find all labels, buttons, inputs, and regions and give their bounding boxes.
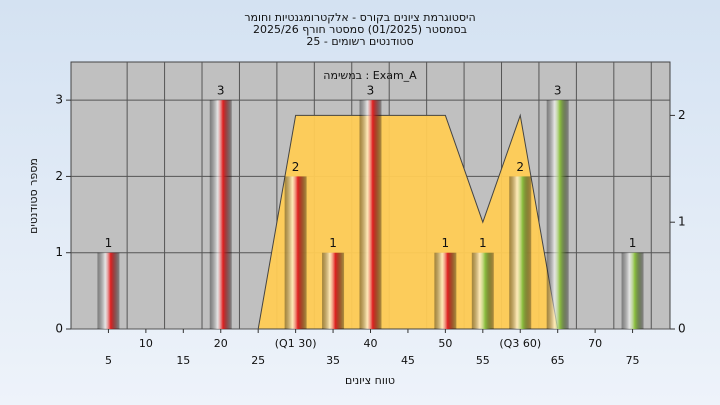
bar — [284, 176, 307, 329]
y-axis-label: מספר סטודנטים — [27, 158, 40, 234]
chart-title: היסטוגרמת ציונים בקורס - אלקטרומגנטיות ו… — [244, 11, 475, 24]
y-tick-label: 1 — [55, 245, 63, 259]
x-tick-label: (Q3 60) — [499, 337, 541, 350]
bar — [509, 176, 532, 329]
bar — [434, 252, 457, 329]
x-tick-label: 35 — [326, 354, 340, 367]
value-label: 1 — [329, 236, 337, 250]
chart-subtitle: סטודנטים רשומים - 25 — [306, 35, 413, 48]
x-tick-label: 20 — [214, 337, 228, 350]
x-tick-label: 55 — [476, 354, 490, 367]
bar — [359, 100, 382, 330]
value-label: 3 — [367, 84, 375, 98]
y2-tick-label: 2 — [678, 108, 686, 122]
value-label: 2 — [516, 160, 524, 174]
bar — [621, 252, 644, 329]
bar — [322, 252, 345, 329]
bar — [97, 252, 120, 329]
y-tick-label: 2 — [55, 169, 63, 183]
x-tick-label: 5 — [105, 354, 112, 367]
y-tick-label: 0 — [55, 322, 63, 336]
annotation: במשימה : Exam_A — [323, 69, 417, 82]
x-tick-label: 75 — [626, 354, 640, 367]
value-label: 2 — [292, 160, 300, 174]
x-tick-label: 50 — [438, 337, 452, 350]
x-tick-label: 70 — [588, 337, 602, 350]
value-label: 1 — [105, 236, 113, 250]
value-label: 1 — [629, 236, 637, 250]
y2-tick-label: 1 — [678, 215, 686, 229]
bar — [546, 100, 569, 330]
x-tick-label: 65 — [551, 354, 565, 367]
x-tick-label: 45 — [401, 354, 415, 367]
x-tick-label: 40 — [364, 337, 378, 350]
y2-tick-label: 0 — [678, 322, 686, 336]
value-label: 1 — [442, 236, 450, 250]
y-tick-label: 3 — [55, 93, 63, 107]
value-label: 3 — [554, 84, 562, 98]
bar — [471, 252, 494, 329]
x-tick-label: 25 — [251, 354, 265, 367]
x-tick-label: 10 — [139, 337, 153, 350]
x-tick-label: (Q1 30) — [275, 337, 317, 350]
value-label: 1 — [479, 236, 487, 250]
x-axis-label: טווח ציונים — [345, 374, 395, 387]
x-tick-label: 15 — [176, 354, 190, 367]
bar — [209, 100, 232, 330]
value-label: 3 — [217, 84, 225, 98]
chart-subtitle: בסמסטר (01/2025) סמסטר חורף 2025/26 — [253, 23, 467, 36]
